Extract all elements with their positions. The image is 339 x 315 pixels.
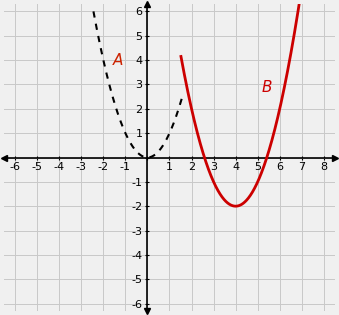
- Text: A: A: [113, 53, 124, 68]
- Text: B: B: [262, 80, 273, 95]
